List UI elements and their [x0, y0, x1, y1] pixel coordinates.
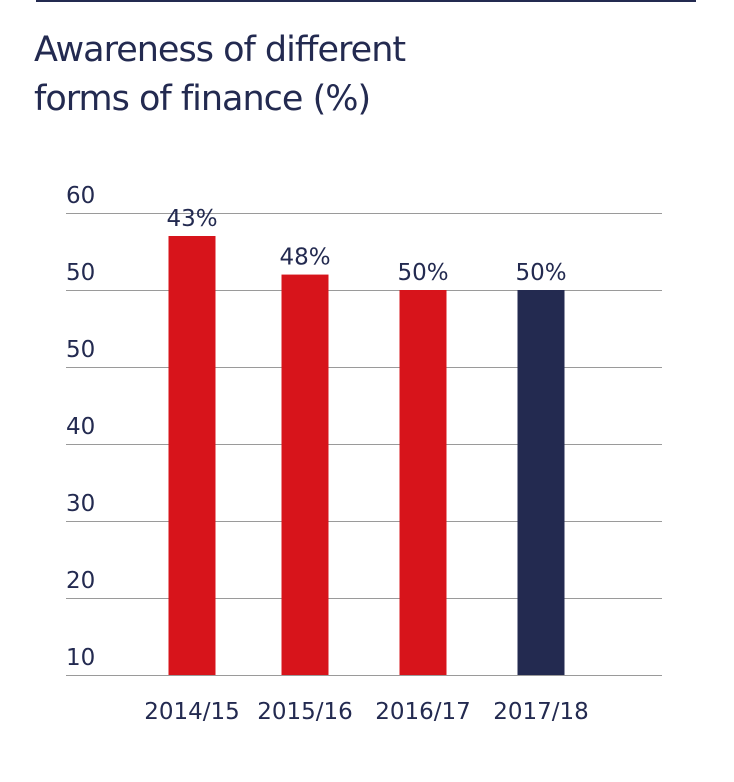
y-tick-label: 20 — [66, 568, 95, 594]
y-tick-label: 30 — [66, 491, 95, 517]
data-label: 48% — [279, 245, 330, 271]
y-tick-label: 50 — [66, 260, 95, 286]
y-tick-label: 10 — [66, 645, 95, 671]
x-category-label: 2015/16 — [257, 699, 353, 725]
data-label: 50% — [397, 260, 448, 286]
chart-title: Awareness of different forms of finance … — [34, 26, 494, 124]
bar-2016-17 — [399, 290, 447, 675]
data-label: 50% — [515, 260, 566, 286]
y-tick-label: 50 — [66, 337, 95, 363]
y-tick-label: 60 — [66, 183, 95, 209]
bar-2017-18 — [517, 290, 565, 675]
y-tick-label: 40 — [66, 414, 95, 440]
chart-title-line-1: Awareness of different — [34, 30, 406, 70]
x-category-label: 2014/15 — [144, 699, 240, 725]
bar-2014-15 — [168, 236, 216, 675]
x-category-label: 2016/17 — [375, 699, 471, 725]
top-rule — [36, 0, 696, 2]
bar-2015-16 — [281, 274, 329, 675]
chart-title-line-2: forms of finance (%) — [34, 79, 371, 119]
x-category-label: 2017/18 — [493, 699, 589, 725]
data-label: 43% — [166, 206, 217, 232]
